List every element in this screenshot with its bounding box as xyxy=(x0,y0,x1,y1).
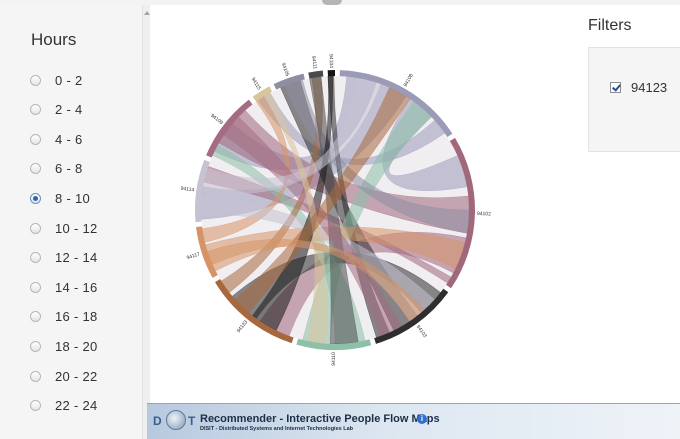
chord-arc-94114[interactable] xyxy=(195,159,210,223)
radio-button[interactable] xyxy=(30,281,41,293)
chord-arc-94105[interactable] xyxy=(273,73,305,90)
hour-label: 8 - 10 xyxy=(55,190,91,206)
hour-option[interactable]: 14 - 16 xyxy=(30,277,98,297)
hour-label: 14 - 16 xyxy=(55,279,98,295)
chord-label-94108: 94108 xyxy=(403,73,415,88)
radio-button[interactable] xyxy=(30,400,41,412)
info-icon[interactable]: i xyxy=(417,414,427,424)
chord-diagram: 94108 94102 94103 94110 94133 94117 94114 94109… xyxy=(180,54,491,366)
hour-option[interactable]: 2 - 4 xyxy=(30,100,83,120)
hour-label: 6 - 8 xyxy=(55,161,83,177)
radio-button[interactable] xyxy=(30,311,41,323)
chord-arc-94104[interactable] xyxy=(327,70,335,77)
hour-option[interactable]: 12 - 14 xyxy=(30,248,98,268)
chord-label-94109: 94109 xyxy=(209,113,224,126)
chord-arc-94133[interactable] xyxy=(214,279,294,344)
hour-label: 22 - 24 xyxy=(55,398,98,414)
chord-arc-94117[interactable] xyxy=(196,226,218,278)
radio-button[interactable] xyxy=(30,133,41,145)
chord-ribbon[interactable] xyxy=(223,116,403,337)
chord-label-94133: 94133 xyxy=(236,319,249,334)
radio-button[interactable] xyxy=(30,74,41,86)
chord-label-94111: 94111 xyxy=(310,56,318,70)
hour-label: 20 - 22 xyxy=(55,368,98,384)
chord-arc-94110[interactable] xyxy=(296,338,372,350)
hours-title: Hours xyxy=(31,30,77,49)
hour-label: 4 - 6 xyxy=(55,131,83,147)
logo-letter-t: T xyxy=(188,414,196,428)
hour-option[interactable]: 18 - 20 xyxy=(30,336,98,356)
radio-button[interactable] xyxy=(30,163,41,175)
footer-title: Recommender - Interactive People Flow Ma… xyxy=(200,413,440,425)
radio-button[interactable] xyxy=(30,104,41,116)
hour-option[interactable]: 20 - 22 xyxy=(30,366,98,386)
filter-item-94123[interactable]: 94123 xyxy=(610,80,667,95)
chord-ribbon[interactable] xyxy=(207,239,425,322)
radio-button[interactable] xyxy=(30,192,41,204)
hour-option[interactable]: 0 - 2 xyxy=(30,70,83,90)
chord-label-94105: 94105 xyxy=(280,62,290,77)
footer-subtitle: DISIT - Distributed Systems and Internet… xyxy=(200,426,354,432)
disit-logo: D T xyxy=(153,410,195,434)
hour-option[interactable]: 22 - 24 xyxy=(30,396,98,416)
radio-button[interactable] xyxy=(30,252,41,264)
hour-label: 2 - 4 xyxy=(55,102,83,118)
chord-arc-94103[interactable] xyxy=(374,288,449,344)
filters-title: Filters xyxy=(588,17,632,34)
hour-option[interactable]: 4 - 6 xyxy=(30,129,83,149)
chord-ribbon[interactable] xyxy=(309,76,359,345)
chord-label-94104: 94104 xyxy=(328,54,334,68)
chord-arc-94109[interactable] xyxy=(206,99,253,158)
footer-bar: D T Recommender - Interactive People Flo… xyxy=(147,403,680,439)
scroll-up-arrow-icon[interactable] xyxy=(144,11,150,15)
hour-label: 10 - 12 xyxy=(55,220,98,236)
hour-option[interactable]: 8 - 10 xyxy=(30,188,90,208)
chord-label-94103: 94103 xyxy=(415,324,428,339)
chord-arc-94108[interactable] xyxy=(339,70,453,138)
chord-label-94114: 94114 xyxy=(180,186,194,194)
hour-label: 18 - 20 xyxy=(55,338,98,354)
chord-label-94102: 94102 xyxy=(477,211,491,217)
filter-checkbox[interactable] xyxy=(610,82,621,93)
sidebar-scrollbar[interactable] xyxy=(142,5,150,439)
filter-label: 94123 xyxy=(631,80,668,95)
hour-option[interactable]: 6 - 8 xyxy=(30,159,83,179)
hour-option[interactable]: 16 - 18 xyxy=(30,307,98,327)
hour-option[interactable]: 10 - 12 xyxy=(30,218,98,238)
chord-arc-94115[interactable] xyxy=(252,86,273,102)
hour-label: 0 - 2 xyxy=(55,72,83,88)
radio-button[interactable] xyxy=(30,222,41,234)
hour-label: 16 - 18 xyxy=(55,309,98,325)
logo-letter-d: D xyxy=(153,414,162,428)
chord-arc-94111[interactable] xyxy=(308,70,324,79)
filters-panel: 94123 xyxy=(588,47,680,152)
radio-button[interactable] xyxy=(30,340,41,352)
chord-label-94110: 94110 xyxy=(331,352,337,366)
collapse-handle[interactable] xyxy=(322,0,342,5)
hour-label: 12 - 14 xyxy=(55,250,98,266)
radio-button[interactable] xyxy=(30,370,41,382)
hours-sidebar xyxy=(0,5,150,439)
chord-label-94115: 94115 xyxy=(250,76,262,91)
chord-arc-94102[interactable] xyxy=(446,137,475,289)
globe-icon xyxy=(166,410,186,430)
chord-label-94117: 94117 xyxy=(186,251,201,261)
